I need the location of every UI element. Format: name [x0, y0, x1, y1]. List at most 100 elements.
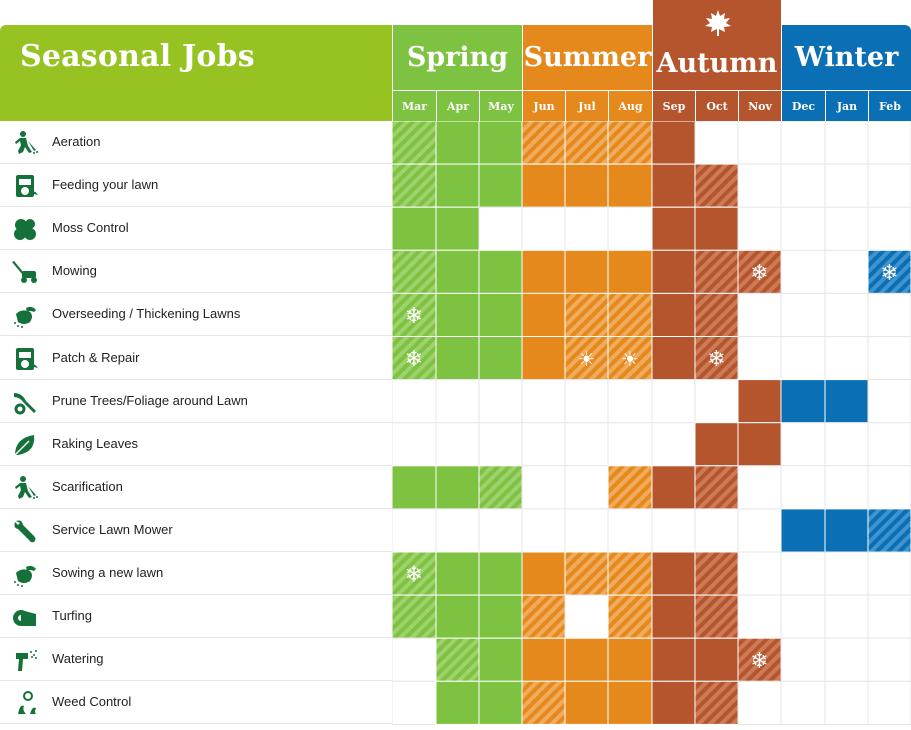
- task-row: Feeding your lawn: [0, 164, 392, 208]
- cell-patch-repair-aug: [607, 336, 653, 381]
- cell-service-lawn-mower-oct: [694, 508, 739, 553]
- season-header-autumn: Autumn: [652, 0, 781, 90]
- cell-raking-leaves-may: [478, 422, 523, 467]
- snowflake-icon: ❄: [707, 347, 725, 372]
- task-row: Weed Control: [0, 681, 392, 725]
- task-row: Turfing: [0, 595, 392, 639]
- cell-patch-repair-apr: [435, 336, 480, 381]
- cell-feeding-your-lawn-oct: [694, 163, 739, 208]
- task-label: Prune Trees/Foliage around Lawn: [52, 392, 248, 408]
- cell-mowing-dec: [780, 249, 826, 294]
- cell-prune-trees-foliage-around-lawn-mar: [391, 379, 437, 424]
- cell-overseeding-thickening-lawns-apr: [435, 292, 480, 337]
- sun-icon: ☀: [578, 347, 596, 371]
- cell-moss-control-apr: [435, 206, 480, 251]
- month-header-sep: Sep: [652, 90, 695, 121]
- cell-weed-control-sep: [651, 680, 696, 725]
- cell-moss-control-jun: [521, 206, 566, 251]
- season-header-spring: Spring: [392, 25, 522, 90]
- season-label: Winter: [794, 42, 899, 73]
- month-header-aug: Aug: [608, 90, 652, 121]
- task-label: Mowing: [52, 263, 97, 279]
- sun-icon: ☀: [621, 347, 639, 371]
- cell-mowing-oct: [694, 249, 739, 294]
- task-row: Overseeding / Thickening Lawns: [0, 293, 392, 337]
- cell-feeding-your-lawn-feb: [867, 163, 911, 208]
- cell-weed-control-jun: [521, 680, 566, 725]
- cell-prune-trees-foliage-around-lawn-jun: [521, 379, 566, 424]
- cell-mowing-nov: [737, 249, 782, 294]
- cell-feeding-your-lawn-jun: [521, 163, 566, 208]
- cell-overseeding-thickening-lawns-jan: [824, 292, 869, 337]
- cell-sowing-a-new-lawn-aug: [607, 551, 653, 596]
- cell-service-lawn-mower-sep: [651, 508, 696, 553]
- cell-prune-trees-foliage-around-lawn-aug: [607, 379, 653, 424]
- cell-prune-trees-foliage-around-lawn-dec: [780, 379, 826, 424]
- season-label: Spring: [406, 42, 509, 73]
- cell-turfing-jan: [824, 594, 869, 639]
- cell-sowing-a-new-lawn-feb: [867, 551, 911, 596]
- task-label: Scarification: [52, 478, 123, 494]
- snowflake-icon: ❄: [750, 649, 768, 674]
- wrench-icon: [12, 518, 38, 544]
- cell-patch-repair-dec: [780, 336, 826, 381]
- cell-moss-control-may: [478, 206, 523, 251]
- cell-weed-control-dec: [780, 680, 826, 725]
- cell-moss-control-nov: [737, 206, 782, 251]
- cell-mowing-jul: [564, 249, 609, 294]
- month-header-oct: Oct: [695, 90, 738, 121]
- cell-raking-leaves-sep: [651, 422, 696, 467]
- cell-aeration-sep: [651, 120, 696, 165]
- cell-turfing-aug: [607, 594, 653, 639]
- cell-overseeding-thickening-lawns-jun: [521, 292, 566, 337]
- cell-moss-control-aug: [607, 206, 653, 251]
- month-header-jul: Jul: [565, 90, 608, 121]
- cell-turfing-sep: [651, 594, 696, 639]
- cell-aeration-apr: [435, 120, 480, 165]
- pruning-shears-icon: [12, 389, 38, 415]
- cell-aeration-nov: [737, 120, 782, 165]
- cell-watering-apr: [435, 637, 480, 682]
- leaf-icon: [12, 432, 38, 458]
- cell-aeration-aug: [607, 120, 653, 165]
- cell-weed-control-mar: [391, 680, 437, 725]
- task-row: Prune Trees/Foliage around Lawn: [0, 379, 392, 423]
- task-label: Overseeding / Thickening Lawns: [52, 306, 241, 322]
- cell-overseeding-thickening-lawns-feb: [867, 292, 911, 337]
- snowflake-icon: ❄: [750, 261, 768, 286]
- cell-service-lawn-mower-apr: [435, 508, 480, 553]
- month-header-jan: Jan: [825, 90, 868, 121]
- cell-weed-control-jul: [564, 680, 609, 725]
- cell-feeding-your-lawn-aug: [607, 163, 653, 208]
- seeding-hand-icon: [12, 302, 38, 329]
- cell-scarification-aug: [607, 465, 653, 510]
- cell-prune-trees-foliage-around-lawn-jan: [824, 379, 869, 424]
- cell-patch-repair-sep: [651, 336, 696, 381]
- turf-roll-icon: [12, 604, 38, 630]
- cell-feeding-your-lawn-mar: [391, 163, 437, 208]
- cell-overseeding-thickening-lawns-sep: [651, 292, 696, 337]
- cell-service-lawn-mower-jan: [824, 508, 869, 553]
- watering-nozzle-icon: [12, 647, 38, 673]
- cell-watering-jan: [824, 637, 869, 682]
- cell-turfing-oct: [694, 594, 739, 639]
- cell-prune-trees-foliage-around-lawn-nov: [737, 379, 782, 424]
- cell-watering-oct: [694, 637, 739, 682]
- cell-overseeding-thickening-lawns-oct: [694, 292, 739, 337]
- cell-sowing-a-new-lawn-sep: [651, 551, 696, 596]
- cell-mowing-may: [478, 249, 523, 294]
- cell-watering-dec: [780, 637, 826, 682]
- cell-weed-control-nov: [737, 680, 782, 725]
- cell-scarification-jan: [824, 465, 869, 510]
- cell-prune-trees-foliage-around-lawn-sep: [651, 379, 696, 424]
- task-row: Watering: [0, 638, 392, 682]
- cell-prune-trees-foliage-around-lawn-may: [478, 379, 523, 424]
- task-label: Weed Control: [52, 694, 132, 710]
- cell-watering-aug: [607, 637, 653, 682]
- cell-sowing-a-new-lawn-jun: [521, 551, 566, 596]
- task-row: Sowing a new lawn: [0, 552, 392, 596]
- cell-aeration-jul: [564, 120, 609, 165]
- cell-overseeding-thickening-lawns-mar: [391, 292, 437, 337]
- cell-mowing-apr: [435, 249, 480, 294]
- cell-moss-control-sep: [651, 206, 696, 251]
